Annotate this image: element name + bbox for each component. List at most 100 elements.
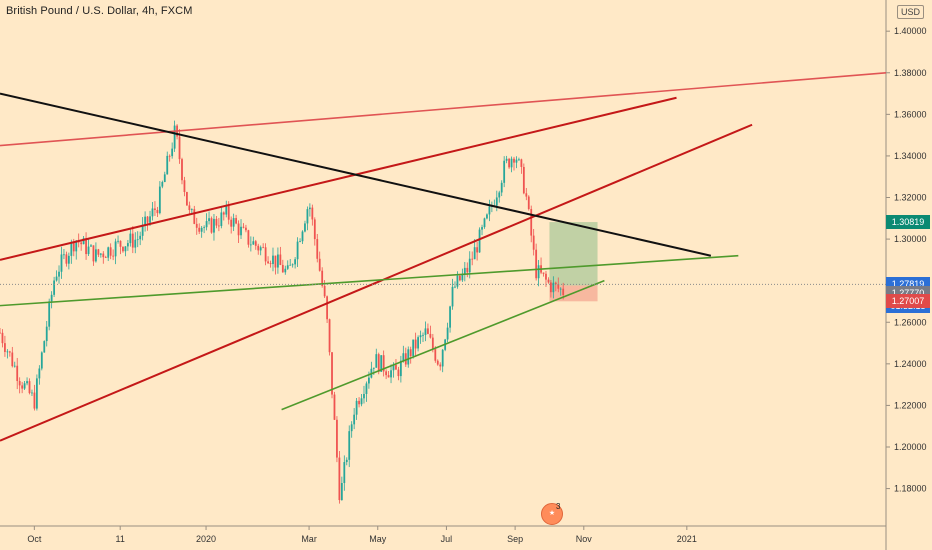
candle-body (532, 235, 535, 250)
candle-body (85, 238, 87, 255)
candle-body (112, 255, 115, 257)
candle-body (45, 326, 48, 342)
candle-body (299, 241, 301, 243)
candle-body (139, 235, 142, 240)
candle-body (107, 247, 110, 258)
earnings-event-icon[interactable]: ★ (541, 503, 563, 525)
candle-body (146, 216, 149, 223)
candle-body (13, 365, 16, 367)
target-price-badge: 1.30819 (886, 215, 930, 230)
trendline-down-trend[interactable] (0, 92, 712, 257)
candle-body (326, 296, 328, 320)
candle-body (102, 253, 105, 258)
x-tick-label: Mar (301, 534, 317, 544)
candle-body (149, 216, 151, 223)
candle-body (31, 392, 33, 394)
trendline-lower-channel[interactable] (0, 123, 753, 442)
trendline-green-long[interactable] (0, 254, 739, 307)
candle-body (277, 254, 279, 268)
candle-body (274, 255, 277, 268)
candle-body (419, 335, 422, 338)
candle-body (168, 155, 171, 157)
candle-body (471, 258, 474, 260)
candle-body (525, 193, 528, 197)
candle-body (518, 159, 520, 161)
candle-body (358, 400, 360, 405)
candle-body (481, 227, 483, 230)
candle-body (549, 282, 552, 293)
candle-body (21, 385, 24, 389)
candle-body (446, 327, 449, 340)
candle-body (242, 226, 245, 228)
candle-body (340, 483, 343, 501)
candle-body (114, 241, 117, 257)
y-tick-label: 1.20000 (894, 442, 927, 452)
candle-body (18, 381, 21, 386)
candle-body (109, 247, 112, 256)
candle-body (249, 244, 252, 246)
currency-label[interactable]: USD (897, 5, 925, 19)
candle-body (188, 205, 191, 211)
trendline-upper-channel[interactable] (0, 96, 677, 261)
events-count: 3 (556, 502, 561, 511)
trendline-green-rising[interactable] (281, 279, 605, 411)
candle-body (245, 227, 247, 231)
candle-body (200, 227, 203, 232)
candle-body (286, 265, 289, 269)
candle-body (385, 371, 388, 376)
candle-body (535, 249, 538, 279)
candle-body (171, 148, 174, 157)
candle-body (55, 276, 58, 281)
candle-body (208, 218, 210, 222)
candle-body (151, 208, 154, 217)
candle-body (186, 192, 188, 206)
candle-body (70, 241, 73, 256)
candle-body (557, 284, 560, 289)
candle-body (313, 219, 316, 240)
candle-body (131, 233, 134, 248)
stop-price-badge: 1.27007 (886, 294, 930, 309)
candle-body (48, 301, 51, 327)
candle-body (217, 225, 220, 227)
x-tick-label: Jul (441, 534, 453, 544)
y-tick-label: 1.26000 (894, 317, 927, 327)
candle-body (60, 254, 63, 272)
candle-body (510, 158, 513, 168)
candle-body (141, 224, 144, 236)
y-tick-label: 1.32000 (894, 193, 927, 203)
candle-body (181, 159, 183, 181)
candle-body (515, 159, 518, 163)
candle-body (279, 254, 282, 265)
candle-body (264, 247, 267, 262)
candle-body (363, 393, 365, 399)
candle-body (117, 240, 119, 242)
candle-body (95, 249, 97, 262)
candle-body (154, 208, 156, 210)
profit-zone (549, 222, 598, 286)
candle-body (348, 431, 351, 460)
candle-body (554, 282, 557, 285)
candle-body (119, 240, 122, 247)
candle-body (542, 272, 545, 274)
candle-body (466, 267, 469, 273)
candle-body (40, 352, 43, 369)
candle-body (449, 306, 451, 328)
candle-body (136, 239, 139, 241)
trendline-top-resistance[interactable] (0, 71, 886, 147)
candle-body (97, 249, 100, 255)
candle-body (92, 245, 95, 262)
candle-body (166, 155, 169, 175)
candle-body (129, 233, 132, 244)
candle-body (365, 383, 368, 394)
symbol-title[interactable]: British Pound / U.S. Dollar, 4h, FXCM (6, 5, 193, 17)
candle-body (505, 158, 508, 161)
candle-body (483, 218, 486, 228)
candle-body (58, 271, 60, 277)
candle-body (429, 333, 432, 338)
candle-body (1, 332, 4, 344)
candle-body (6, 351, 9, 353)
candle-body (230, 219, 233, 227)
candle-body (508, 158, 510, 168)
candle-body (237, 223, 240, 236)
